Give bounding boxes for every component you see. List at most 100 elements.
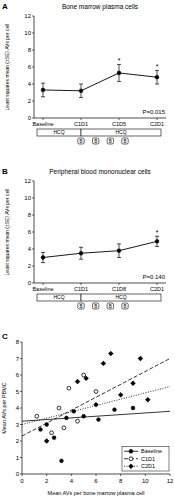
marker (72, 409, 76, 413)
tick-label: 12 (24, 178, 31, 184)
tick (32, 84, 34, 85)
error-cap (117, 257, 121, 258)
pill (78, 138, 84, 144)
tick-label: 0 (16, 471, 20, 477)
error-cap (41, 252, 45, 253)
tick (119, 283, 120, 285)
tick (157, 283, 158, 285)
fit-line (22, 359, 170, 437)
tick-label: C2D1 (150, 286, 164, 292)
tick (170, 474, 171, 476)
treatment-label: HCQ (115, 129, 126, 135)
tick (20, 457, 22, 458)
tick-label: 8 (28, 47, 32, 53)
tick (32, 181, 34, 182)
marker (35, 414, 39, 418)
tick-label: 8 (28, 212, 32, 218)
pill-label: B (109, 139, 112, 144)
marker (76, 419, 80, 423)
title: Peripheral blood mononuclear cells (49, 168, 151, 176)
legend-label: C2D1 (141, 463, 155, 469)
tick (32, 33, 34, 34)
marker (155, 239, 159, 243)
tick (20, 375, 22, 376)
legend-label: C1D1 (141, 456, 155, 462)
tick-label: 6 (28, 229, 32, 235)
error-cap (79, 97, 83, 98)
tick-label: 4 (16, 405, 20, 411)
treatment-bar (37, 294, 81, 301)
significance: * (118, 57, 121, 64)
line (43, 241, 157, 257)
marker (131, 406, 135, 410)
panel-label: C (2, 332, 8, 341)
plot (41, 64, 159, 97)
marker (117, 71, 121, 75)
pill-label: B (94, 304, 97, 309)
tick (22, 474, 23, 476)
marker (131, 381, 136, 386)
tick (32, 232, 34, 233)
tick-label: C2D1 (150, 121, 164, 127)
axis-title: Least squares mean (±SE) AVs per cell (4, 24, 10, 111)
tick (46, 474, 47, 476)
tick-label: 4 (28, 246, 32, 252)
tick-label: 2 (28, 263, 32, 269)
tick (20, 408, 22, 409)
tick-label: 4 (28, 81, 32, 87)
tick-label: 4 (70, 478, 74, 484)
marker (75, 379, 80, 384)
error-cap (79, 247, 83, 248)
error-cap (155, 236, 159, 237)
pill-label: B (79, 139, 82, 144)
tick-label: C1D1 (74, 121, 88, 127)
marker (84, 376, 89, 381)
tick-label: 2 (45, 478, 49, 484)
tick-label: 10 (24, 195, 31, 201)
panel-label: B (2, 167, 8, 176)
tick-label: 3 (16, 422, 20, 428)
marker (65, 416, 69, 420)
p-value: P=0.140 (142, 274, 165, 280)
marker (41, 88, 45, 92)
marker (45, 423, 49, 427)
pill (92, 303, 98, 309)
tick (32, 118, 34, 119)
pill (92, 138, 98, 144)
tick (43, 283, 44, 285)
legend-marker (129, 449, 133, 453)
marker (94, 402, 99, 407)
legend-label: Baseline (141, 448, 162, 454)
tick (81, 283, 82, 285)
tick-label: 0 (28, 280, 32, 286)
pill (78, 303, 84, 309)
x-axis (34, 118, 166, 119)
tick (43, 118, 44, 120)
tick (32, 50, 34, 51)
marker (94, 390, 98, 394)
marker (155, 75, 159, 79)
pill (107, 303, 113, 309)
tick (32, 67, 34, 68)
marker (52, 436, 56, 440)
plot (22, 351, 170, 463)
x-axis (34, 283, 166, 284)
pill (122, 138, 128, 144)
tick (119, 118, 120, 120)
marker (97, 418, 101, 422)
marker (44, 439, 49, 444)
title: Bone marrow plasma cells (62, 3, 139, 11)
tick-label: 10 (142, 478, 149, 484)
legend-box (122, 447, 169, 472)
panel-label: A (2, 2, 8, 11)
tick (32, 266, 34, 267)
error-cap (41, 83, 45, 84)
marker (41, 256, 45, 260)
figure: A Bone marrow plasma cells Least squares m… (0, 0, 175, 500)
marker (67, 386, 71, 390)
tick-label: 6 (16, 372, 20, 378)
marker (138, 356, 143, 361)
error-cap (117, 243, 121, 244)
tick (32, 283, 34, 284)
tick (120, 474, 121, 476)
